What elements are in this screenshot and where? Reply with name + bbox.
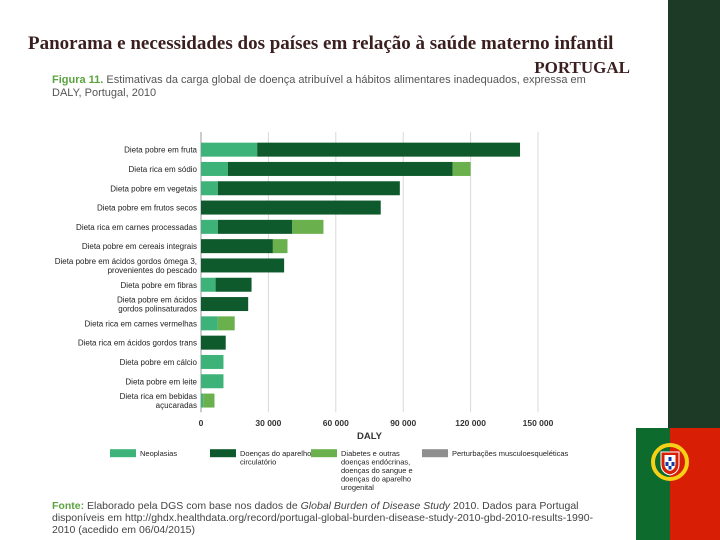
category-label: Dieta pobre em cálcio	[120, 358, 198, 367]
bar-segment	[201, 239, 273, 254]
legend-swatch	[311, 449, 337, 458]
bar-segment	[201, 219, 218, 234]
bar-segment	[201, 200, 381, 215]
figure-label: Figura 11.	[52, 74, 104, 86]
figure-caption: Figura 11. Estimativas da carga global d…	[52, 74, 612, 100]
bar-segment	[217, 316, 235, 331]
bar-segment	[217, 181, 400, 196]
source-text-after: 2010. Dados para Portugal disponíveis em…	[52, 500, 594, 536]
portugal-flag	[636, 428, 720, 540]
page-title: Panorama e necessidades dos países em re…	[28, 33, 614, 54]
x-tick-label: 120 000	[455, 418, 486, 428]
legend-label: Doenças do aparelho circulatório	[240, 449, 311, 467]
source-label: Fonte:	[52, 500, 85, 512]
figure-source: Fonte: Elaborado pela DGS com base nos d…	[52, 500, 612, 536]
source-study: Global Burden of Disease Study	[300, 500, 451, 512]
x-tick-label: 60 000	[323, 418, 349, 428]
bar-segment	[257, 142, 521, 157]
bar-segment	[201, 335, 226, 350]
bar-segment	[201, 258, 285, 273]
bar-segment	[201, 316, 218, 331]
category-label: Dieta rica em ácidos gordos trans	[78, 339, 197, 348]
bar-segment	[201, 393, 204, 408]
category-label: Dieta rica em bebidas açucaradas	[120, 392, 197, 410]
x-tick-label: 150 000	[523, 418, 554, 428]
category-label: Dieta rica em carnes processadas	[76, 223, 197, 232]
category-label: Dieta rica em carnes vermelhas	[85, 319, 197, 328]
category-label: Dieta pobre em fruta	[124, 146, 197, 155]
category-label: Dieta rica em sódio	[129, 165, 198, 174]
bar-segment	[227, 161, 453, 176]
x-tick-label: 0	[199, 418, 204, 428]
bar-segment	[272, 239, 288, 254]
category-label: Dieta pobre em fibras	[121, 281, 197, 290]
category-label: Dieta pobre em cereais integrais	[82, 242, 197, 251]
legend-swatch	[110, 449, 136, 458]
x-tick-label: 30 000	[255, 418, 281, 428]
page-subtitle: PORTUGAL	[534, 58, 630, 77]
bar-segment	[201, 161, 228, 176]
flag-coat-of-arms-icon	[651, 443, 689, 481]
bar-segment	[215, 277, 252, 292]
category-label: Dieta pobre em ácidos gordos polinsaturad…	[117, 296, 197, 314]
category-label: Dieta pobre em vegetais	[110, 184, 197, 193]
figure-caption-text: Estimativas da carga global de doença at…	[52, 74, 586, 99]
bar-segment	[291, 219, 324, 234]
bar-segment	[201, 354, 224, 369]
category-label: Dieta pobre em ácidos gordos ómega 3, pro…	[55, 257, 198, 275]
daly-bar-chart: 0 30 000 60 000 90 000 120 000 150 000 DALY Die…	[55, 132, 569, 492]
legend-label: Neoplasias	[140, 449, 177, 458]
legend-label: Diabetes e outras doenças endócrinas, doen…	[341, 449, 413, 492]
bar-segment	[203, 393, 215, 408]
x-axis-label: DALY	[357, 431, 383, 442]
bar-segment	[201, 181, 218, 196]
legend-swatch	[210, 449, 236, 458]
x-tick-label: 90 000	[390, 418, 416, 428]
legend-swatch	[422, 449, 448, 458]
category-label: Dieta pobre em frutos secos	[97, 204, 197, 213]
bar-segment	[201, 142, 258, 157]
bar-segment	[201, 277, 216, 292]
legend-label: Perturbações musculoesqueléticas	[452, 449, 569, 458]
category-label: Dieta pobre em leite	[125, 377, 197, 386]
bar-segment	[452, 161, 471, 176]
bar-segment	[201, 297, 249, 312]
bar-segment	[217, 219, 292, 234]
bar-segment	[201, 374, 224, 389]
source-text-before: Elaborado pela DGS com base nos dados de	[87, 500, 298, 512]
